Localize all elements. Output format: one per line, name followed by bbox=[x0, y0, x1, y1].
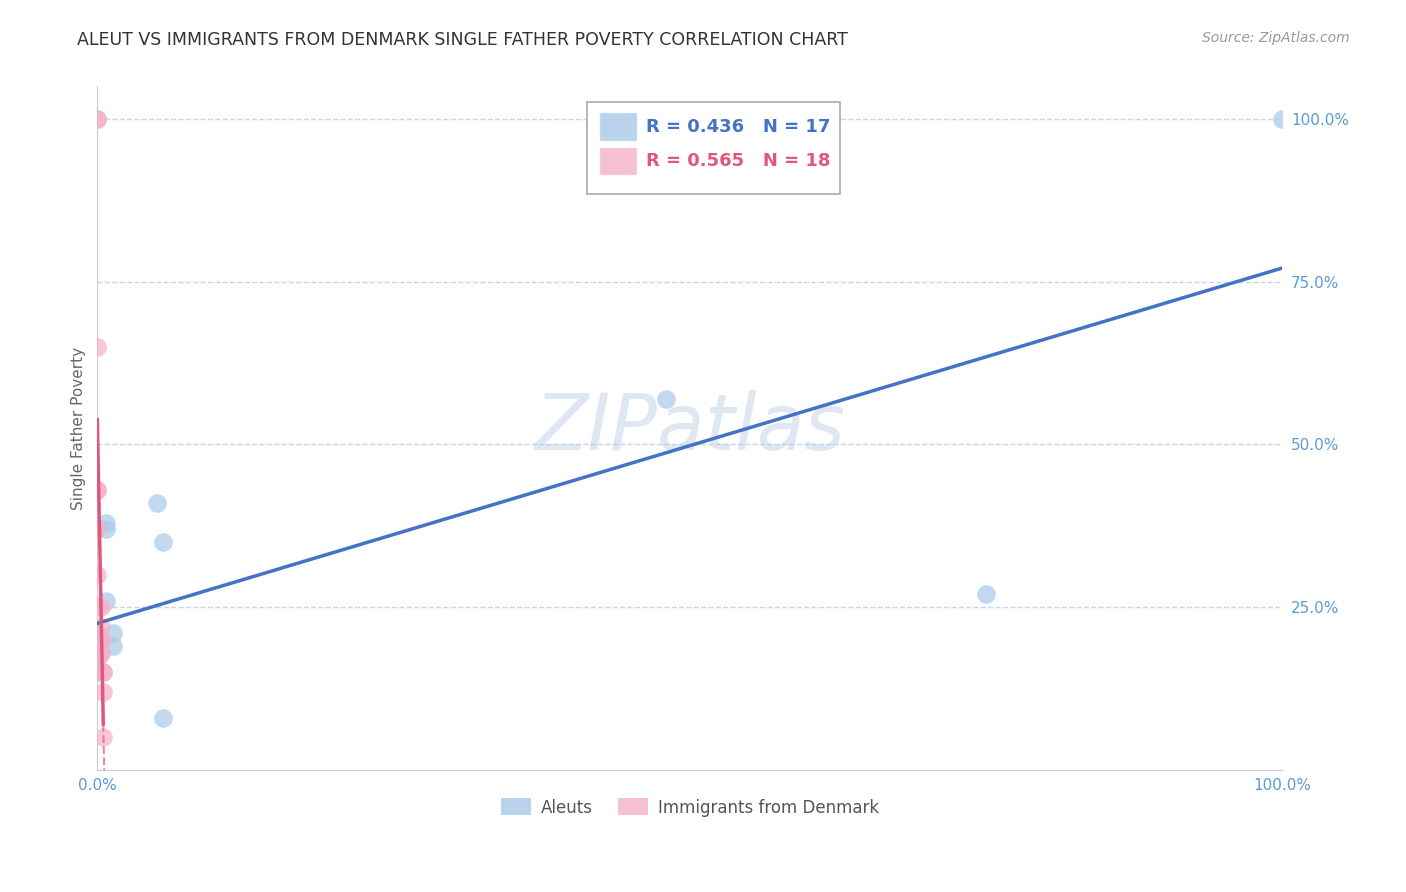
Point bbox=[86, 522, 108, 536]
Point bbox=[1271, 112, 1294, 126]
Point bbox=[91, 685, 114, 699]
Point bbox=[94, 593, 117, 607]
Point bbox=[90, 646, 112, 660]
Point bbox=[101, 626, 124, 640]
Point bbox=[655, 392, 678, 406]
Text: R = 0.565   N = 18: R = 0.565 N = 18 bbox=[647, 152, 831, 169]
Point bbox=[86, 483, 108, 497]
Point bbox=[86, 340, 108, 354]
Text: R = 0.436   N = 17: R = 0.436 N = 17 bbox=[647, 118, 831, 136]
Text: ALEUT VS IMMIGRANTS FROM DENMARK SINGLE FATHER POVERTY CORRELATION CHART: ALEUT VS IMMIGRANTS FROM DENMARK SINGLE … bbox=[77, 31, 848, 49]
Point bbox=[86, 483, 108, 497]
Point bbox=[86, 626, 108, 640]
Point bbox=[91, 665, 114, 680]
Point bbox=[94, 522, 117, 536]
Legend: Aleuts, Immigrants from Denmark: Aleuts, Immigrants from Denmark bbox=[494, 792, 886, 823]
Point bbox=[90, 646, 112, 660]
Point bbox=[86, 646, 108, 660]
Point bbox=[91, 731, 114, 745]
Point bbox=[90, 600, 112, 615]
Point bbox=[86, 112, 108, 126]
Text: ZIPatlas: ZIPatlas bbox=[534, 390, 845, 467]
Text: Source: ZipAtlas.com: Source: ZipAtlas.com bbox=[1202, 31, 1350, 45]
Point bbox=[152, 535, 174, 549]
Point bbox=[86, 665, 108, 680]
Point bbox=[86, 632, 108, 647]
Point bbox=[145, 496, 167, 510]
Point bbox=[101, 640, 124, 654]
Point bbox=[90, 620, 112, 634]
FancyBboxPatch shape bbox=[599, 112, 637, 141]
Point bbox=[86, 112, 108, 126]
Point bbox=[94, 516, 117, 530]
Point bbox=[90, 632, 112, 647]
Point bbox=[86, 652, 108, 666]
FancyBboxPatch shape bbox=[586, 102, 841, 194]
Point bbox=[86, 567, 108, 582]
FancyBboxPatch shape bbox=[599, 146, 637, 175]
Point bbox=[86, 600, 108, 615]
Point bbox=[86, 658, 108, 673]
Y-axis label: Single Father Poverty: Single Father Poverty bbox=[72, 347, 86, 509]
Point bbox=[974, 587, 997, 601]
Point bbox=[90, 632, 112, 647]
Point bbox=[91, 665, 114, 680]
Point bbox=[152, 711, 174, 725]
